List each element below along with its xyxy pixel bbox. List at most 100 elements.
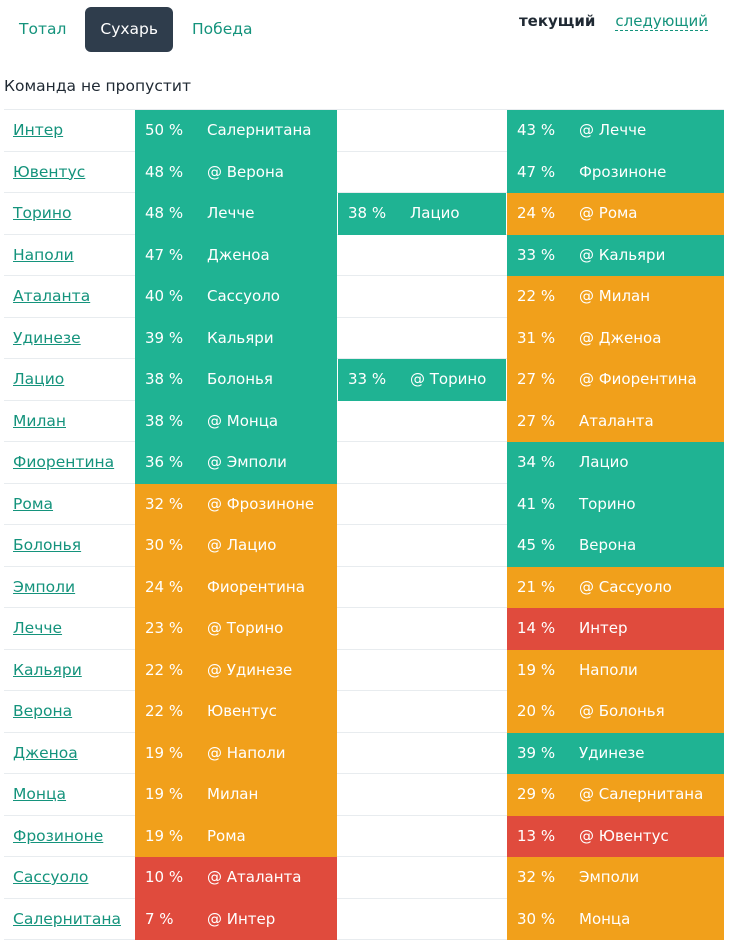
table-row: Ювентус 48 % @ Верона 47 % Фрозиноне <box>4 151 724 193</box>
clean-sheet-percent: 24 % <box>517 204 556 222</box>
match-cell-2: 38 % Лацио <box>338 193 506 235</box>
table-row: Торино 48 % Лечче 38 % Лацио 24 % @ Рома <box>4 193 724 235</box>
match-cell-2: 33 % @ Торино <box>338 359 506 401</box>
match-cell-3: 45 % Верона <box>507 525 724 567</box>
clean-sheet-percent: 48 % <box>145 204 184 222</box>
table-row: Аталанта 40 % Сассуоло 22 % @ Милан <box>4 276 724 318</box>
match-cell-3: 21 % @ Сассуоло <box>507 566 724 608</box>
team-link[interactable]: Дженоа <box>13 743 78 762</box>
match-cell-1: 24 % Фиорентина <box>135 566 337 608</box>
opponent-name: Сассуоло <box>207 287 280 305</box>
opponent-name: Дженоа <box>207 245 270 264</box>
opponent-name: Эмполи <box>579 868 640 886</box>
opponent-name: Наполи <box>579 660 638 679</box>
team-link[interactable]: Удинезе <box>13 328 81 347</box>
match-cell-3: 32 % Эмполи <box>507 857 724 899</box>
opponent-name: Милан <box>207 785 259 803</box>
team-link[interactable]: Монца <box>13 785 67 803</box>
team-link[interactable]: Фиорентина <box>13 453 115 471</box>
clean-sheet-percent: 32 % <box>517 868 556 886</box>
clean-sheet-percent: 23 % <box>145 619 184 637</box>
opponent-name: Болонья <box>207 370 273 388</box>
team-link[interactable]: Фрозиноне <box>13 826 104 845</box>
team-link[interactable]: Торино <box>13 204 72 222</box>
match-cell-1: 38 % Болонья <box>135 359 337 401</box>
opponent-name: @ Ювентус <box>579 826 669 845</box>
clean-sheet-percent: 31 % <box>517 328 556 347</box>
team-link[interactable]: Кальяри <box>13 660 82 679</box>
opponent-name: @ Милан <box>579 287 651 305</box>
match-cell-3: 27 % Аталанта <box>507 400 724 442</box>
opponent-name: @ Удинезе <box>207 660 293 679</box>
team-link[interactable]: Ювентус <box>13 162 86 181</box>
table-row: Салернитана 7 % @ Интер 30 % Монца <box>4 898 724 940</box>
match-cell-1: 19 % Рома <box>135 815 337 857</box>
clean-sheet-percent: 10 % <box>145 868 184 886</box>
tab-clean-sheet[interactable]: Сухарь <box>85 7 174 52</box>
match-cell-3: 43 % @ Лечче <box>507 110 724 152</box>
period-next-link[interactable]: следующий <box>615 12 708 31</box>
clean-sheet-percent: 39 % <box>517 743 556 762</box>
team-link[interactable]: Болонья <box>13 536 82 554</box>
period-switch: текущий следующий <box>519 12 708 31</box>
table-row: Кальяри 22 % @ Удинезе 19 % Наполи <box>4 649 724 691</box>
table-row: Лацио 38 % Болонья 33 % @ Торино 27 % @ Фиорен… <box>4 359 724 401</box>
match-cell-3: 31 % @ Дженоа <box>507 317 724 359</box>
team-link[interactable]: Аталанта <box>13 287 91 305</box>
match-cell-1: 19 % @ Наполи <box>135 732 337 774</box>
clean-sheet-percent: 33 % <box>348 370 387 388</box>
match-cell-3: 39 % Удинезе <box>507 732 724 774</box>
clean-sheet-percent: 36 % <box>145 453 184 471</box>
table-row: Верона 22 % Ювентус 20 % @ Болонья <box>4 691 724 733</box>
table-row: Рома 32 % @ Фрозиноне 41 % Торино <box>4 483 724 525</box>
opponent-name: Аталанта <box>579 411 654 430</box>
opponent-name: @ Сассуоло <box>579 577 672 596</box>
match-cell-1: 47 % Дженоа <box>135 234 337 276</box>
opponent-name: Лацио <box>410 204 460 222</box>
team-link[interactable]: Наполи <box>13 245 74 264</box>
team-link[interactable]: Лечче <box>13 619 63 637</box>
match-cell-3: 20 % @ Болонья <box>507 691 724 733</box>
table-row: Эмполи 24 % Фиорентина 21 % @ Сассуоло <box>4 566 724 608</box>
match-cell-3: 33 % @ Кальяри <box>507 234 724 276</box>
team-link[interactable]: Салернитана <box>13 909 121 928</box>
clean-sheet-table: Интер 50 % Салернитана 43 % @ Лечче Ювентус 48… <box>4 109 724 940</box>
match-cell-3: 34 % Лацио <box>507 442 724 484</box>
clean-sheet-percent: 22 % <box>145 660 184 679</box>
table-row: Дженоа 19 % @ Наполи 39 % Удинезе <box>4 732 724 774</box>
opponent-name: Фиорентина <box>207 577 305 596</box>
match-cell-1: 22 % Ювентус <box>135 691 337 733</box>
opponent-name: @ Торино <box>207 619 284 637</box>
opponent-name: @ Кальяри <box>579 245 666 264</box>
team-link[interactable]: Эмполи <box>13 577 76 596</box>
opponent-name: Удинезе <box>579 743 645 762</box>
tab-total[interactable]: Тотал <box>19 20 67 38</box>
clean-sheet-percent: 33 % <box>517 245 556 264</box>
table-row: Сассуоло 10 % @ Аталанта 32 % Эмполи <box>4 857 724 899</box>
opponent-name: @ Лечче <box>579 121 647 139</box>
match-cell-1: 32 % @ Фрозиноне <box>135 483 337 525</box>
team-link[interactable]: Милан <box>13 411 66 430</box>
team-link[interactable]: Интер <box>13 121 64 139</box>
team-link[interactable]: Рома <box>13 494 54 513</box>
clean-sheet-percent: 13 % <box>517 826 556 845</box>
opponent-name: @ Интер <box>207 909 276 928</box>
clean-sheet-percent: 19 % <box>145 826 184 845</box>
opponent-name: Кальяри <box>207 328 274 347</box>
opponent-name: @ Аталанта <box>207 868 302 886</box>
match-cell-3: 41 % Торино <box>507 483 724 525</box>
team-link[interactable]: Сассуоло <box>13 868 89 886</box>
team-link[interactable]: Верона <box>13 702 73 720</box>
match-cell-1: 38 % @ Монца <box>135 400 337 442</box>
clean-sheet-percent: 38 % <box>145 370 184 388</box>
match-cell-3: 29 % @ Салернитана <box>507 774 724 816</box>
clean-sheet-percent: 30 % <box>517 909 556 928</box>
clean-sheet-percent: 30 % <box>145 536 184 554</box>
clean-sheet-percent: 43 % <box>517 121 556 139</box>
tab-win[interactable]: Победа <box>192 20 253 38</box>
match-cell-1: 39 % Кальяри <box>135 317 337 359</box>
clean-sheet-percent: 14 % <box>517 619 556 637</box>
team-link[interactable]: Лацио <box>13 370 65 388</box>
opponent-name: @ Рома <box>579 204 638 222</box>
clean-sheet-percent: 27 % <box>517 411 556 430</box>
